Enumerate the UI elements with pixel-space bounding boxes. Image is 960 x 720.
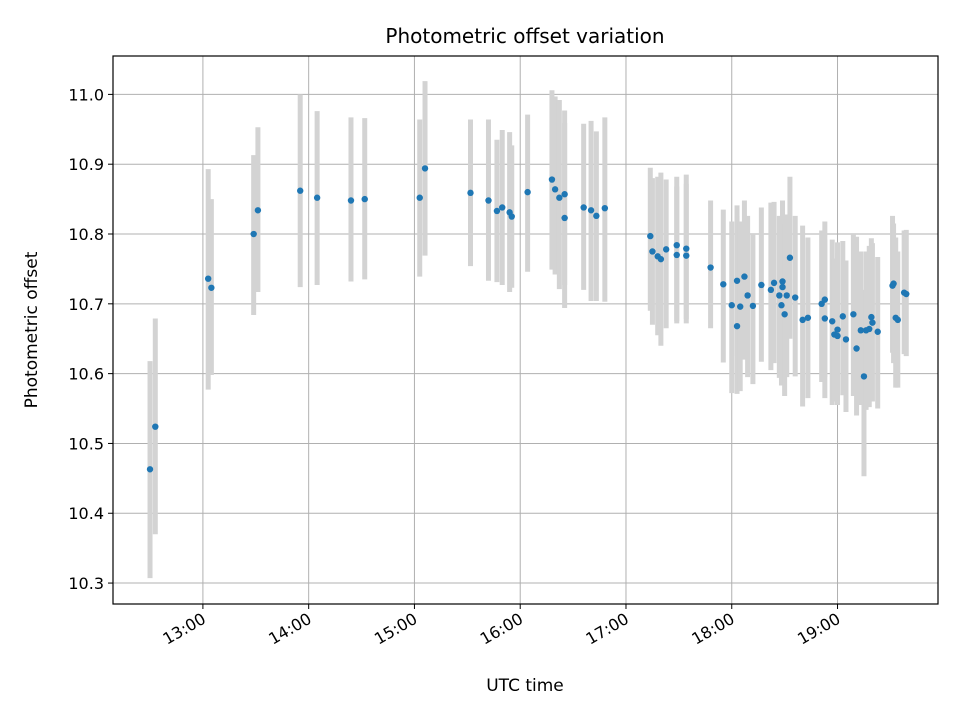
data-point bbox=[601, 204, 609, 212]
data-point bbox=[744, 292, 751, 299]
data-point bbox=[857, 327, 864, 334]
data-point bbox=[804, 314, 812, 321]
y-tick-label: 10.4 bbox=[68, 504, 104, 523]
data-point bbox=[561, 214, 568, 222]
data-point bbox=[416, 194, 423, 201]
data-point bbox=[673, 251, 680, 259]
data-point bbox=[313, 194, 321, 201]
data-point bbox=[786, 254, 794, 261]
data-point bbox=[860, 373, 868, 380]
data-point bbox=[874, 328, 881, 335]
data-point bbox=[204, 275, 212, 282]
chart-title: Photometric offset variation bbox=[385, 24, 664, 48]
data-point bbox=[657, 255, 665, 263]
data-point bbox=[556, 194, 563, 201]
data-point bbox=[593, 212, 600, 220]
data-point bbox=[728, 302, 735, 309]
data-point bbox=[779, 283, 786, 291]
data-point bbox=[890, 280, 897, 287]
data-point bbox=[551, 186, 559, 193]
data-point bbox=[792, 294, 799, 301]
data-point bbox=[347, 197, 355, 204]
data-point bbox=[707, 264, 714, 271]
data-point bbox=[146, 466, 154, 473]
data-point bbox=[254, 207, 262, 214]
data-point bbox=[493, 207, 501, 215]
data-point bbox=[649, 248, 656, 255]
y-tick-label: 10.9 bbox=[68, 155, 104, 174]
data-point bbox=[853, 345, 860, 352]
x-tick-label: 18:00 bbox=[688, 609, 737, 649]
data-point bbox=[524, 188, 531, 196]
data-point bbox=[548, 176, 556, 183]
data-point bbox=[580, 204, 587, 211]
y-tick-label: 11.0 bbox=[68, 85, 104, 104]
data-point bbox=[781, 311, 788, 318]
data-point bbox=[776, 292, 783, 299]
data-point bbox=[779, 278, 786, 285]
data-point bbox=[152, 423, 159, 430]
data-point bbox=[250, 230, 257, 238]
data-points bbox=[146, 165, 910, 473]
x-axis-ticks: 13:00 14:00 15:00 16:00 17:00 18:00 19:00 bbox=[159, 604, 844, 649]
data-point bbox=[662, 246, 670, 253]
data-point bbox=[737, 303, 744, 310]
x-tick-label: 19:00 bbox=[794, 609, 843, 649]
data-point bbox=[778, 302, 785, 309]
x-tick-label: 17:00 bbox=[583, 609, 632, 649]
data-point bbox=[297, 187, 304, 194]
y-tick-label: 10.6 bbox=[68, 365, 104, 384]
plot-frame bbox=[112, 55, 939, 605]
data-point bbox=[741, 273, 748, 280]
x-axis-label: UTC time bbox=[486, 676, 564, 696]
data-point bbox=[869, 319, 876, 326]
data-point bbox=[673, 241, 680, 249]
data-point bbox=[720, 281, 727, 288]
data-point bbox=[821, 296, 829, 303]
data-point bbox=[783, 292, 790, 299]
y-axis-label: Photometric offset bbox=[22, 251, 42, 408]
data-point bbox=[758, 281, 765, 289]
y-tick-label: 10.5 bbox=[68, 434, 104, 453]
data-point bbox=[799, 316, 806, 324]
y-tick-label: 10.8 bbox=[68, 225, 104, 244]
data-point bbox=[749, 302, 757, 310]
data-point bbox=[767, 286, 775, 294]
y-tick-label: 10.7 bbox=[68, 295, 104, 314]
data-point bbox=[894, 316, 902, 324]
data-point bbox=[361, 195, 368, 203]
data-point bbox=[829, 318, 836, 325]
data-point bbox=[683, 252, 690, 259]
data-point bbox=[208, 284, 215, 291]
data-point bbox=[834, 326, 841, 333]
x-tick-label: 15:00 bbox=[371, 609, 420, 649]
data-point bbox=[683, 245, 690, 252]
data-point bbox=[647, 232, 654, 240]
data-point bbox=[866, 325, 873, 333]
data-point bbox=[733, 322, 741, 330]
data-point bbox=[842, 336, 850, 343]
x-tick-label: 16:00 bbox=[477, 609, 526, 649]
error-bars bbox=[147, 81, 909, 579]
data-point bbox=[508, 213, 515, 220]
data-point bbox=[821, 315, 829, 322]
data-point bbox=[499, 204, 506, 211]
data-point bbox=[868, 313, 875, 321]
data-point bbox=[421, 165, 429, 172]
data-point bbox=[850, 311, 857, 318]
data-point bbox=[587, 207, 595, 214]
x-tick-label: 13:00 bbox=[159, 609, 208, 649]
data-point bbox=[485, 197, 492, 204]
data-point bbox=[903, 290, 910, 298]
data-point bbox=[839, 313, 847, 320]
x-tick-label: 14:00 bbox=[265, 609, 314, 649]
data-point bbox=[770, 279, 778, 287]
data-point bbox=[733, 277, 741, 284]
data-point bbox=[467, 189, 474, 197]
data-point bbox=[834, 332, 841, 340]
data-point bbox=[561, 191, 568, 198]
y-tick-label: 10.3 bbox=[68, 574, 104, 593]
y-axis-ticks: 10.3 10.4 10.5 10.6 10.7 10.8 10.9 11.0 bbox=[68, 85, 113, 593]
